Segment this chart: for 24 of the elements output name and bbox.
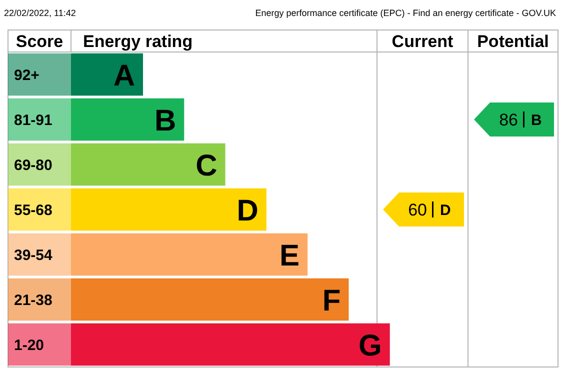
text: D xyxy=(440,202,451,219)
text: B xyxy=(531,112,542,129)
text: Potential xyxy=(477,32,549,51)
category-label: 21-38 xyxy=(14,292,52,309)
category-label: 81-91 xyxy=(14,112,52,129)
text: 22/02/2022, 11:42 xyxy=(4,8,76,18)
text: C xyxy=(196,149,218,182)
category-label: 39-54 xyxy=(14,246,54,264)
text: F xyxy=(322,284,341,318)
category-label: 1-20 xyxy=(14,336,44,354)
text: Energy rating xyxy=(83,32,193,51)
data-label: 60 xyxy=(408,200,427,220)
category-label: 92+ xyxy=(14,66,40,84)
text: G xyxy=(358,329,382,362)
data-label: 86 xyxy=(499,110,518,130)
text: Score xyxy=(16,32,64,51)
text: E xyxy=(280,239,300,272)
text: Energy performance certificate (EPC) - Find an energy certificate - GOV.UK xyxy=(255,8,556,18)
text: Current xyxy=(392,32,454,51)
category-label: 69-80 xyxy=(14,156,52,174)
category-label: 55-68 xyxy=(14,202,52,219)
text: A xyxy=(113,59,135,92)
text: D xyxy=(236,194,258,228)
text: B xyxy=(154,104,176,138)
